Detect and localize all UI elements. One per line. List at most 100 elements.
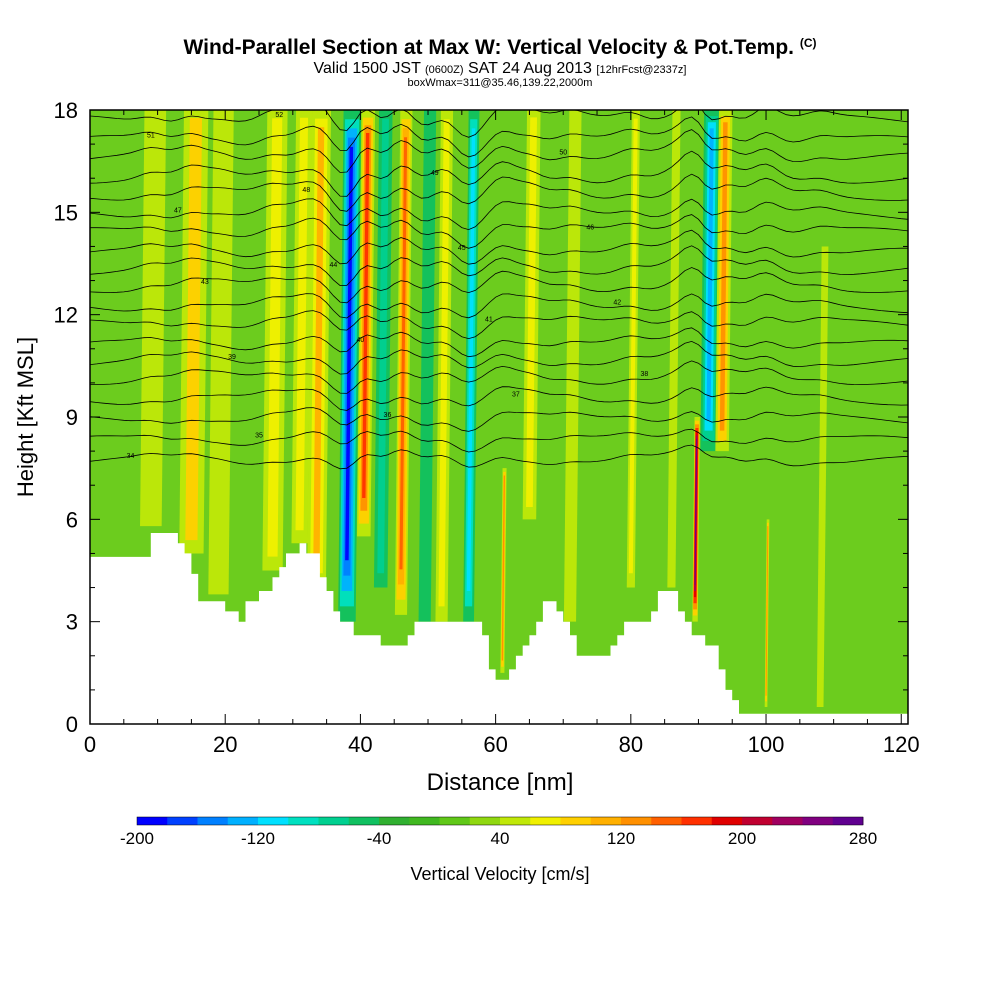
colorbar-swatch-5 xyxy=(288,817,319,825)
colorbar-swatch-1 xyxy=(167,817,198,825)
colorbar-swatch-9 xyxy=(409,817,440,825)
chart-subtitle-2: boxWmax=311@35.46,139.22,2000m xyxy=(407,77,593,89)
velocity-band-5-2 xyxy=(313,127,325,559)
colorbar-swatch-22 xyxy=(802,817,834,825)
colorbar-swatch-18 xyxy=(681,817,713,825)
y-tick-label-3: 3 xyxy=(66,610,78,635)
velocity-band-13-2 xyxy=(501,475,506,661)
colorbar-swatch-20 xyxy=(742,817,773,825)
velocity-band-1-1 xyxy=(185,117,203,541)
colorbar-swatch-23 xyxy=(832,817,864,825)
colorbar-label: Vertical Velocity [cm/s] xyxy=(410,864,589,884)
chart-title-text: Wind-Parallel Section at Max W: Vertical… xyxy=(183,36,794,59)
theta-label-42: 42 xyxy=(613,299,621,306)
colorbar-swatch-7 xyxy=(348,817,380,825)
colorbar-tick-280: 280 xyxy=(849,829,877,848)
velocity-band-16-1 xyxy=(628,118,638,574)
colorbar-tick--200: -200 xyxy=(120,829,154,848)
subtitle-utc: (0600Z) xyxy=(425,64,464,76)
theta-contour-49 xyxy=(90,150,908,197)
theta-label-35: 35 xyxy=(255,432,263,439)
colorbar-swatch-11 xyxy=(469,817,501,825)
colorbar-tick-200: 200 xyxy=(728,829,756,848)
velocity-band-11-1 xyxy=(438,119,450,607)
y-tick-label-9: 9 xyxy=(66,405,78,430)
theta-contour-35 xyxy=(90,428,908,453)
theta-label-51: 51 xyxy=(147,132,155,139)
colorbar-tick-40: 40 xyxy=(491,829,510,848)
theta-label-44: 44 xyxy=(329,262,337,269)
y-tick-label-0: 0 xyxy=(66,712,78,737)
colorbar-swatch-14 xyxy=(560,817,592,825)
theta-contour-46 xyxy=(90,214,908,249)
colorbar-swatch-8 xyxy=(379,817,410,825)
colorbar-swatch-12 xyxy=(500,817,531,825)
theta-label-36: 36 xyxy=(384,412,392,419)
theta-contour-39 xyxy=(90,340,908,375)
velocity-band-6-4 xyxy=(345,146,354,561)
theta-contour-45 xyxy=(90,229,908,265)
x-axis-label: Distance [nm] xyxy=(427,769,574,796)
y-tick-label-6: 6 xyxy=(66,507,78,532)
x-tick-label-20: 20 xyxy=(213,732,237,757)
terrain-mask xyxy=(90,533,908,724)
colorbar-swatch-21 xyxy=(772,817,803,825)
theta-label-43: 43 xyxy=(201,279,209,286)
velocity-band-10-0 xyxy=(418,110,437,622)
velocity-band-12-2 xyxy=(466,128,476,591)
theta-contours: 34 35 36 37 38 39 40 41 42 43 44 45 46 47 48 49 50 51 52 xyxy=(90,110,908,470)
y-tick-label-15: 15 xyxy=(54,200,78,225)
colorbar-swatch-13 xyxy=(530,817,561,825)
velocity-band-20-2 xyxy=(719,122,728,431)
colorbar-swatch-2 xyxy=(197,817,229,825)
x-tick-label-120: 120 xyxy=(883,732,920,757)
theta-contour-36 xyxy=(90,407,908,432)
velocity-band-4-1 xyxy=(295,117,309,531)
theta-contour-47 xyxy=(90,198,908,231)
subtitle-fcst: [12hrFcst@2337z] xyxy=(596,64,687,76)
theta-label-40: 40 xyxy=(357,337,365,344)
theta-label-38: 38 xyxy=(640,371,648,378)
terrain-area xyxy=(90,533,908,724)
theta-contour-41 xyxy=(90,310,908,340)
x-tick-label-100: 100 xyxy=(748,732,785,757)
theta-label-52: 52 xyxy=(275,112,283,119)
colorbar-tick--40: -40 xyxy=(367,829,392,848)
theta-contour-34 xyxy=(90,444,908,470)
theta-contour-38 xyxy=(90,360,908,394)
theta-label-37: 37 xyxy=(512,392,520,399)
theta-contour-48 xyxy=(90,173,908,212)
theta-contour-43 xyxy=(90,267,908,304)
theta-label-50: 50 xyxy=(559,149,567,156)
theta-contour-42 xyxy=(90,293,908,319)
velocity-band-15-0 xyxy=(563,110,582,622)
theta-contour-40 xyxy=(90,327,908,358)
colorbar-swatch-19 xyxy=(711,817,743,825)
y-tick-label-12: 12 xyxy=(54,303,78,328)
theta-contour-50 xyxy=(90,129,908,173)
theta-contour-51 xyxy=(90,116,908,158)
theta-label-46: 46 xyxy=(586,224,594,231)
colorbar-swatch-4 xyxy=(258,817,289,825)
theta-contour-44 xyxy=(90,245,908,287)
colorbar-swatch-16 xyxy=(621,817,652,825)
velocity-band-8-1 xyxy=(377,118,389,574)
chart-title-mark: (C) xyxy=(799,36,817,50)
colorbar-swatch-17 xyxy=(651,817,682,825)
theta-label-41: 41 xyxy=(485,316,493,323)
theta-label-34: 34 xyxy=(127,453,135,460)
velocity-band-21-2 xyxy=(765,526,769,696)
y-tick-label-18: 18 xyxy=(54,98,78,123)
velocity-band-17-0 xyxy=(667,110,681,588)
subtitle-date: SAT 24 Aug 2013 xyxy=(468,60,592,77)
velocity-field xyxy=(140,110,829,707)
x-tick-label-0: 0 xyxy=(84,732,96,757)
colorbar-tick-120: 120 xyxy=(607,829,635,848)
colorbar-swatch-0 xyxy=(137,817,168,825)
colorbar-tick--120: -120 xyxy=(241,829,275,848)
velocity-band-19-3 xyxy=(706,128,714,421)
colorbar-swatch-3 xyxy=(227,817,259,825)
chart-title: Wind-Parallel Section at Max W: Vertical… xyxy=(0,36,1000,60)
